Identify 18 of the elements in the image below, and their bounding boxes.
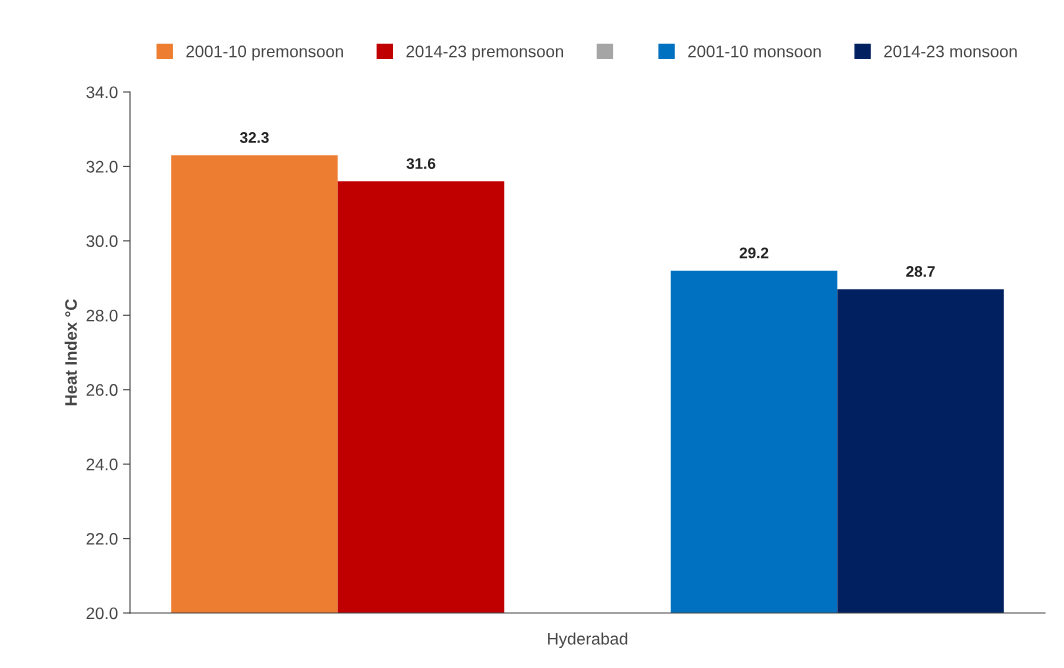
- y-tick-label: 32.0: [86, 160, 118, 173]
- y-tick-label: 20.0: [86, 607, 118, 620]
- legend-label: 2001-10 premonsoon: [186, 45, 343, 61]
- data-label: 28.7: [906, 266, 935, 277]
- y-tick-label: 30.0: [86, 235, 118, 248]
- y-tick-label: 22.0: [86, 532, 118, 545]
- data-label: 29.2: [739, 247, 769, 259]
- y-axis-title: Heat Index °C: [64, 299, 77, 406]
- legend-label: 2001-10 monsoon: [688, 45, 821, 58]
- data-label: 31.6: [406, 158, 436, 170]
- data-label: 32.3: [239, 132, 269, 143]
- y-tick-label: 28.0: [86, 309, 118, 322]
- y-tick-label: 26.0: [86, 384, 118, 396]
- legend-label: 2014-23 monsoon: [884, 45, 1017, 58]
- x-tick-label: Hyderabad: [548, 632, 628, 648]
- y-tick-label: 24.0: [86, 458, 118, 471]
- y-tick-label: 34.0: [86, 86, 118, 99]
- legend-label: 2014-23 premonsoon: [406, 45, 564, 61]
